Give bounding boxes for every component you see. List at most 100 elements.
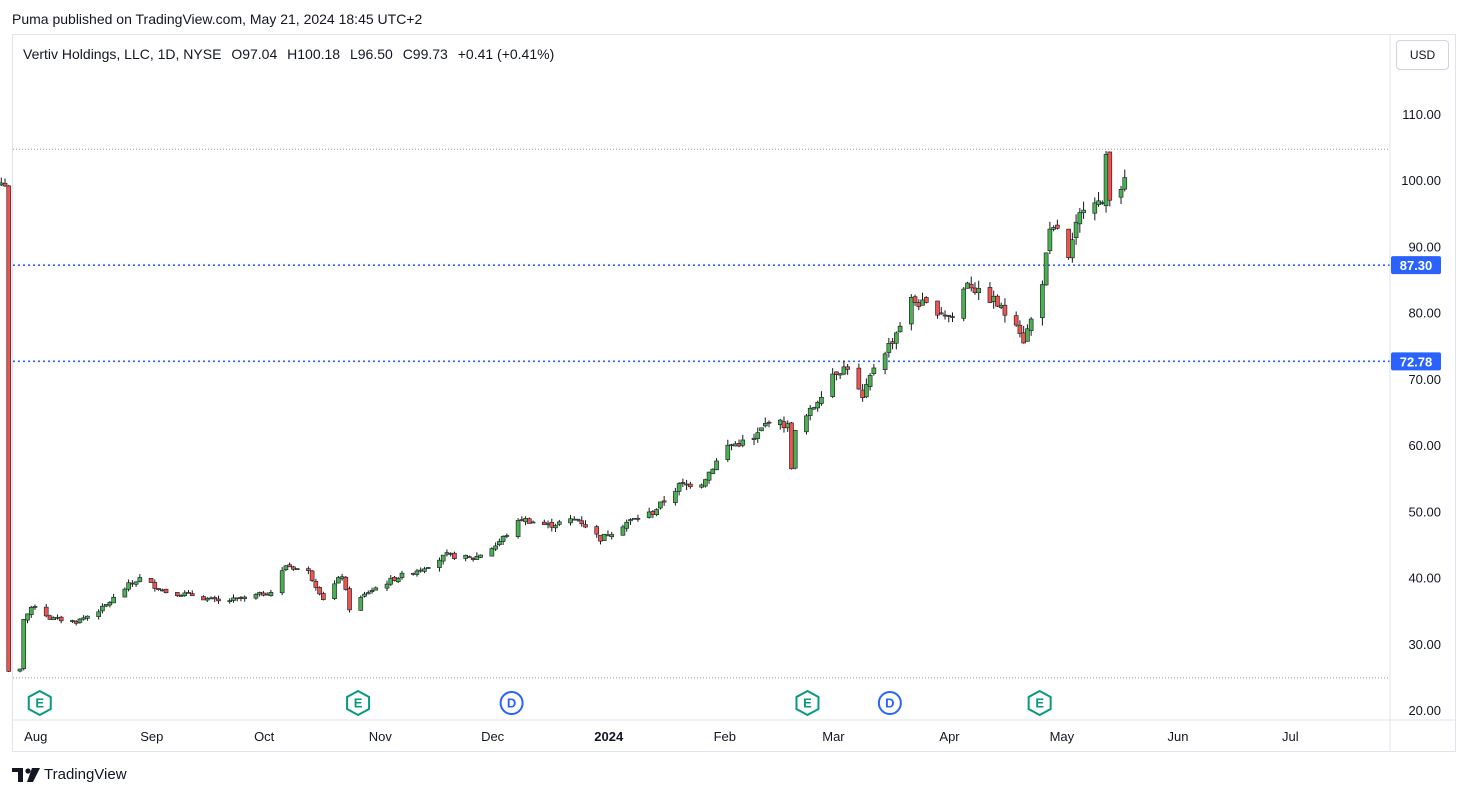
candle bbox=[182, 590, 188, 597]
price-tick-label: 70.00 bbox=[1408, 372, 1441, 387]
open-value: O97.04 bbox=[231, 46, 278, 62]
candle bbox=[894, 331, 899, 350]
time-tick-label: Mar bbox=[822, 729, 845, 744]
level-price-tag bbox=[1391, 352, 1441, 371]
candle bbox=[463, 554, 468, 562]
symbol-name[interactable]: Vertiv Holdings, LLC, 1D, NYSE bbox=[23, 46, 222, 62]
time-tick-label: Oct bbox=[254, 729, 275, 744]
candle bbox=[998, 302, 1004, 310]
time-tick-label: Feb bbox=[714, 729, 736, 744]
price-tick-label: 30.00 bbox=[1408, 637, 1441, 652]
candle bbox=[972, 282, 978, 295]
candle-body bbox=[212, 597, 218, 600]
candle-body bbox=[1047, 228, 1053, 252]
candle bbox=[309, 570, 315, 582]
candle bbox=[684, 479, 689, 491]
candle bbox=[70, 619, 75, 624]
candle bbox=[137, 574, 143, 583]
candle-body bbox=[261, 592, 266, 596]
candle bbox=[553, 523, 558, 533]
candle-body bbox=[1118, 189, 1124, 198]
candle-body bbox=[17, 668, 23, 672]
candle-body bbox=[571, 518, 577, 521]
candle-body bbox=[201, 596, 206, 601]
candle bbox=[995, 294, 1000, 308]
candle-body bbox=[294, 568, 300, 570]
candle-body bbox=[894, 332, 899, 344]
candle bbox=[231, 594, 236, 603]
candle bbox=[830, 368, 835, 399]
candle-body bbox=[55, 617, 60, 619]
candle bbox=[804, 413, 809, 435]
candle bbox=[414, 568, 420, 577]
candle-body bbox=[384, 583, 390, 589]
candle bbox=[834, 371, 839, 381]
candle-body bbox=[541, 521, 547, 525]
candle bbox=[1103, 150, 1109, 213]
candle-body bbox=[575, 518, 581, 521]
candle bbox=[122, 587, 128, 598]
tradingview-logo-icon bbox=[12, 767, 40, 782]
candle bbox=[208, 596, 214, 600]
candle bbox=[968, 276, 974, 292]
candle bbox=[837, 372, 843, 379]
change-value: +0.41 (+0.41%) bbox=[457, 46, 555, 62]
candle-body bbox=[886, 343, 892, 353]
candle-body bbox=[126, 582, 131, 590]
candle bbox=[174, 592, 180, 598]
candle bbox=[897, 322, 903, 333]
candle bbox=[21, 618, 27, 671]
candle bbox=[568, 515, 573, 526]
currency-button[interactable]: USD bbox=[1396, 40, 1449, 70]
event-letter: E bbox=[354, 696, 363, 711]
candle bbox=[422, 566, 427, 574]
candle bbox=[100, 603, 105, 614]
candle bbox=[201, 595, 206, 601]
candle bbox=[961, 287, 967, 322]
candle-body bbox=[1013, 315, 1019, 326]
candle bbox=[609, 531, 615, 540]
candle bbox=[946, 314, 952, 323]
candle bbox=[575, 518, 581, 522]
candle-body bbox=[1096, 200, 1101, 206]
candle-body bbox=[21, 619, 27, 669]
candle bbox=[500, 535, 506, 546]
tradingview-logo[interactable]: TradingView bbox=[12, 766, 127, 783]
candle bbox=[658, 501, 663, 510]
candle bbox=[950, 312, 955, 323]
candle bbox=[628, 518, 633, 525]
candle bbox=[343, 575, 349, 591]
candle bbox=[631, 518, 637, 520]
candle-body bbox=[961, 288, 967, 319]
candle bbox=[6, 184, 12, 673]
close-value: C99.73 bbox=[402, 46, 448, 62]
candle-body bbox=[28, 607, 34, 616]
candle-body bbox=[950, 316, 955, 318]
candle-body bbox=[47, 615, 53, 620]
candle bbox=[96, 609, 101, 620]
candle-body bbox=[444, 552, 450, 555]
candle-body bbox=[489, 548, 495, 557]
candle bbox=[751, 433, 757, 445]
dividend-marker: D bbox=[499, 691, 524, 715]
candle bbox=[673, 487, 678, 506]
candle bbox=[25, 613, 30, 624]
candle-body bbox=[987, 287, 993, 303]
candle bbox=[497, 538, 502, 547]
brand-name: TradingView bbox=[44, 766, 127, 783]
candle-body bbox=[336, 577, 341, 584]
candle-body bbox=[710, 468, 716, 474]
candle-body bbox=[620, 526, 626, 536]
candle bbox=[264, 592, 270, 596]
price-tick-label: 110.00 bbox=[1402, 107, 1441, 122]
candle-body bbox=[208, 597, 214, 600]
candle bbox=[261, 591, 266, 597]
candle-body bbox=[935, 300, 940, 316]
candle bbox=[51, 616, 57, 621]
candle bbox=[227, 598, 233, 604]
candle-body bbox=[1002, 304, 1008, 316]
candle-body bbox=[631, 518, 637, 520]
candle-body bbox=[579, 520, 585, 525]
candle-body bbox=[781, 421, 787, 429]
